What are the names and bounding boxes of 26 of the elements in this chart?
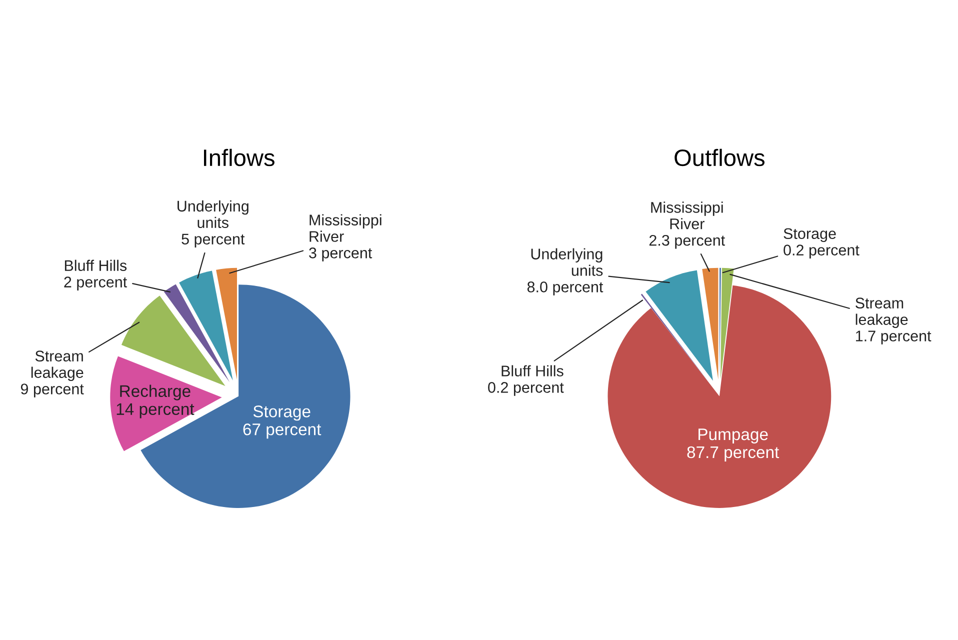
data-label: 2 percent — [64, 276, 128, 290]
slice-label: Stream leakage — [856, 298, 908, 328]
data-label: 9 percent — [20, 384, 84, 398]
data-label: 14 percent — [116, 403, 194, 418]
slice-label: Underlying units — [178, 200, 248, 228]
data-label: 3 percent — [309, 248, 372, 262]
data-label: 1.7 percent — [856, 330, 932, 344]
slice-label: Pumpage — [698, 428, 768, 444]
slice-label: Mississippi River — [310, 214, 382, 242]
data-label: 0.2 percent — [488, 382, 564, 396]
data-label: 87.7 percent — [687, 446, 780, 462]
slice-label: Storage — [253, 406, 310, 421]
data-label: 2.3 percent — [649, 234, 725, 249]
slice-label: Stream leakage — [31, 350, 84, 381]
data-label: 5 percent — [182, 234, 245, 248]
data-label: 0.2 percent — [784, 244, 860, 258]
data-label: 67 percent — [243, 424, 322, 439]
slice-label: Recharge — [120, 384, 190, 400]
chart-title: Outflows — [674, 148, 765, 166]
slice-label: Storage — [784, 228, 836, 242]
data-label: 8.0 percent — [527, 282, 604, 296]
slice-label: Mississippi River — [651, 202, 723, 230]
slice-label: Underlying units — [531, 248, 603, 276]
chart-title: Inflows — [204, 148, 274, 166]
slice-label: Bluff Hills — [64, 260, 127, 272]
slice-label: Bluff Hills — [502, 365, 564, 376]
